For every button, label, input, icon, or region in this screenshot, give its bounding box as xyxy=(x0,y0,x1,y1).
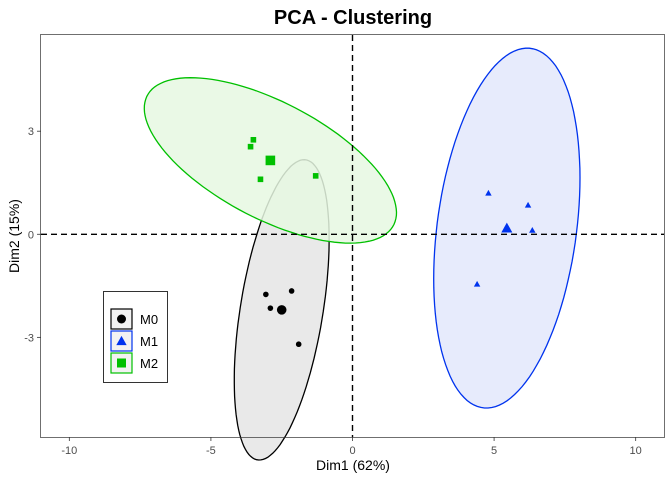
data-point-m2 xyxy=(312,173,319,179)
data-point-m2 xyxy=(247,143,254,150)
data-point-m1 xyxy=(529,226,536,233)
y-tick-label: -3 xyxy=(24,332,34,344)
data-point-m2 xyxy=(257,176,264,183)
x-axis-label: Dim1 (62%) xyxy=(316,457,390,473)
data-point-m1 xyxy=(473,280,481,287)
data-point-m0 xyxy=(295,341,302,348)
x-tick-label: -5 xyxy=(206,445,216,457)
data-point-m1 xyxy=(524,201,532,208)
reference-lines xyxy=(41,35,664,437)
data-point-m0 xyxy=(288,288,295,294)
y-axis-label: Dim2 (15%) xyxy=(6,199,22,273)
axes-layer: -10 -5 0 5 10 -3 0 3 xyxy=(24,126,642,457)
centroid-m1 xyxy=(501,222,513,233)
x-tick-label: -10 xyxy=(61,445,77,457)
legend: M0 M1 M2 xyxy=(103,291,168,383)
legend-label-m1: M1 xyxy=(140,334,158,349)
y-tick-label: 3 xyxy=(28,126,34,138)
centroid-m2 xyxy=(265,155,276,166)
points-layer xyxy=(247,136,536,348)
x-tick-label: 5 xyxy=(491,445,497,457)
y-tick-label: 0 xyxy=(28,229,34,241)
x-tick-label: 10 xyxy=(630,445,642,457)
data-point-m0 xyxy=(267,305,274,311)
chart-title: PCA - Clustering xyxy=(274,7,432,29)
data-point-m2 xyxy=(250,136,257,143)
legend-label-m0: M0 xyxy=(140,312,158,327)
data-point-m0 xyxy=(263,291,269,298)
ellipses-layer xyxy=(143,47,581,461)
x-tick-label: 0 xyxy=(349,445,355,457)
legend-symbol-m2 xyxy=(117,358,126,368)
centroid-m0 xyxy=(276,305,287,315)
legend-label-m2: M2 xyxy=(140,356,158,371)
data-point-m1 xyxy=(485,189,492,196)
legend-symbol-m1 xyxy=(116,335,127,346)
legend-symbol-m0 xyxy=(117,314,126,324)
